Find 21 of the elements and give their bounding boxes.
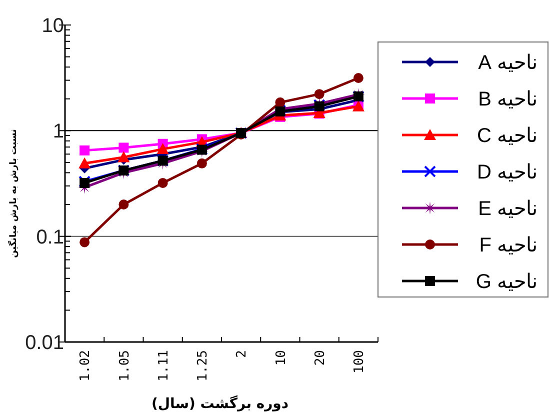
legend-label: ناحیه E (478, 198, 538, 220)
x-tick-label: 1.25 (195, 350, 210, 382)
legend-label: ناحیه A (478, 52, 538, 74)
x-tick-label: 1.02 (78, 350, 94, 382)
x-axis-title: دوره برگشت (سال) (151, 395, 289, 412)
x-tick-label: 2 (234, 350, 250, 358)
x-tick-label: 10 (274, 350, 289, 366)
y-tick-label: 0.01 (25, 332, 64, 354)
y-tick-label: 10 (42, 15, 64, 37)
y-tick-label: 0.1 (36, 226, 64, 248)
legend-label: ناحیه B (478, 88, 538, 110)
legend-label: ناحیه D (476, 162, 538, 184)
y-axis-title: نسبت بارش به بارش میانگین (7, 129, 19, 258)
x-tick-label: 20 (312, 350, 328, 366)
x-tick-label: 100 (352, 350, 367, 374)
legend-label: ناحیه C (476, 125, 538, 147)
legend-label: ناحیه G (476, 271, 538, 293)
y-tick-label: 1 (52, 120, 64, 143)
legend-label: ناحیه F (479, 234, 538, 256)
x-tick-label: 1.11 (156, 350, 172, 382)
x-tick-label: 1.05 (117, 350, 132, 382)
